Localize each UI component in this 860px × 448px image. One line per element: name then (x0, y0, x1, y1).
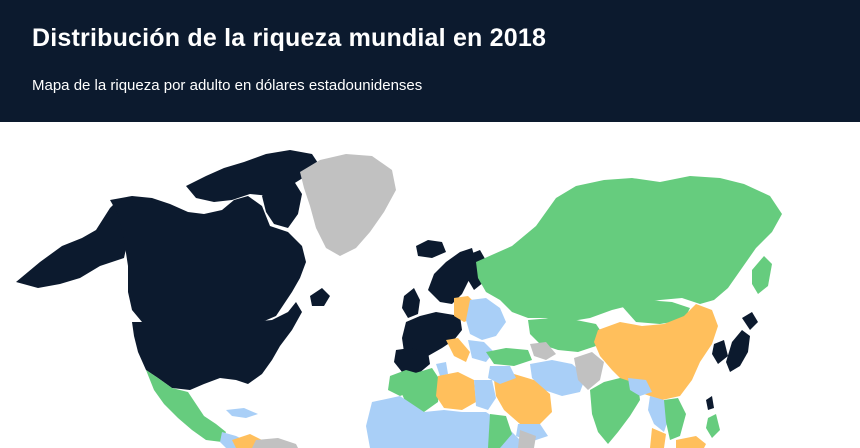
region-taiwan (706, 396, 714, 410)
region-iceland (416, 240, 446, 258)
region-libya (436, 372, 476, 410)
region-sahel (366, 396, 522, 448)
region-iran (530, 360, 586, 396)
region-philippines (706, 414, 720, 438)
region-thailand (650, 428, 666, 448)
region-nepal (628, 378, 652, 396)
region-mongolia (620, 300, 690, 324)
region-western-europe (402, 312, 462, 360)
region-saudi-arabia (494, 374, 552, 424)
region-mexico (146, 370, 226, 442)
region-sudan (488, 414, 512, 448)
region-italy (446, 338, 470, 362)
region-pakistan (574, 352, 604, 390)
region-china (594, 304, 718, 400)
region-indonesia (676, 436, 706, 448)
region-kamchatka (752, 256, 772, 294)
region-canada-islands (186, 150, 320, 202)
region-alaska (16, 200, 128, 288)
region-iberia (394, 348, 430, 374)
page-subtitle: Mapa de la riqueza por adulto en dólares… (32, 77, 423, 94)
region-balkans (468, 340, 494, 362)
region-korea (712, 340, 728, 364)
region-south-america-top (252, 438, 298, 448)
region-uk (402, 288, 420, 318)
world-map-svg (16, 150, 782, 448)
region-india (590, 378, 640, 444)
region-caucasus (530, 342, 556, 360)
world-map (0, 122, 860, 448)
region-united-states (132, 302, 302, 390)
page-title: Distribución de la riqueza mundial en 20… (32, 24, 547, 52)
region-egypt (474, 380, 496, 410)
region-japan-north (742, 312, 758, 330)
region-vietnam (664, 398, 686, 440)
region-japan (726, 330, 750, 372)
region-greenland (300, 154, 396, 256)
region-algeria (402, 368, 440, 412)
region-levant (488, 366, 516, 384)
region-baffin (262, 178, 302, 228)
region-tunisia (436, 362, 448, 376)
region-newfoundland (310, 288, 330, 306)
header-banner: Distribución de la riqueza mundial en 20… (0, 0, 860, 122)
region-horn (518, 430, 536, 448)
region-eastern-europe (466, 298, 506, 340)
region-scandinavia (428, 248, 476, 304)
region-cuba (226, 408, 258, 418)
region-turkey (486, 348, 532, 366)
region-canada (110, 196, 306, 322)
region-russia (476, 176, 782, 322)
